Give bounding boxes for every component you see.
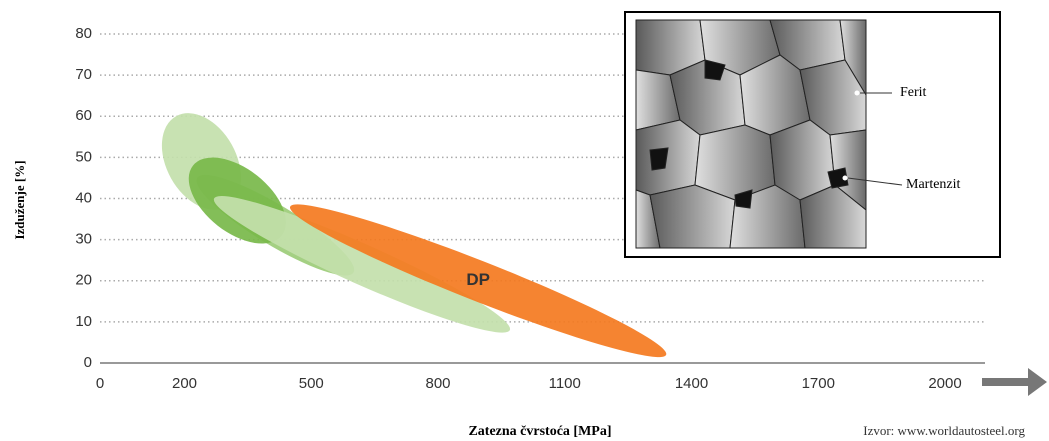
y-tick-label: 70 [75,66,92,83]
x-tick-label: 1700 [802,375,835,392]
x-axis-label: Zatezna čvrstoća [MPa] [468,424,611,439]
x-tick-label: 1400 [675,375,708,392]
source-note: Izvor: www.worldautosteel.org [863,423,1025,438]
y-tick-label: 60 [75,107,92,124]
y-tick-label: 0 [84,354,92,371]
x-tick-label: 2000 [928,375,961,392]
y-axis-label: Izduženje [%] [12,160,27,239]
y-tick-label: 80 [75,25,92,42]
inset-label: Ferit [900,85,927,100]
y-tick-label: 30 [75,231,92,248]
y-tick-label: 40 [75,189,92,206]
x-tick-label: 500 [299,375,324,392]
inset-label: Martenzit [906,177,961,192]
region-label: DP [466,270,490,289]
axis-arrow [982,368,1047,396]
x-tick-label: 1100 [549,375,581,392]
x-tick-label: 800 [425,375,450,392]
x-tick-label: 200 [172,375,197,392]
chart: DP Ferit Mar [0,0,1049,441]
micrograph-inset: Ferit Martenzit [625,12,1000,257]
y-tick-label: 50 [75,148,92,165]
x-tick-label: 0 [96,375,104,392]
y-tick-label: 20 [75,272,92,289]
y-tick-label: 10 [75,313,92,330]
